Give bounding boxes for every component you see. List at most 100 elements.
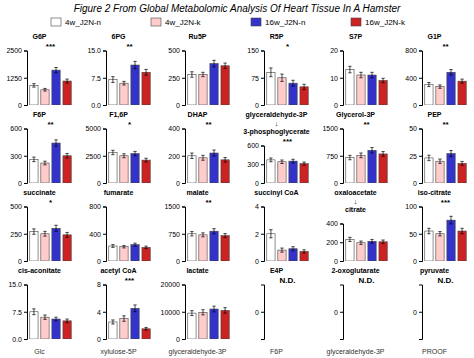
panel: PEP02550** <box>409 111 466 187</box>
axis-line <box>419 207 423 262</box>
tick-label: 0 <box>18 102 22 109</box>
bar <box>289 161 297 183</box>
tick-mark <box>103 207 106 208</box>
tick-mark <box>182 312 185 313</box>
tick-mark <box>103 51 106 52</box>
error-bar <box>438 159 441 163</box>
bar <box>267 72 275 105</box>
tick-label: 250 <box>168 74 180 81</box>
panel: G1P0400800** <box>405 33 466 109</box>
bar <box>142 247 150 261</box>
tick-mark <box>261 207 264 208</box>
tick-label: 800 <box>405 47 417 54</box>
panel-title: fumarate <box>104 189 134 196</box>
error-bar <box>190 232 193 236</box>
legend-item: 16w_J2N-n <box>251 18 305 27</box>
error-bar <box>449 151 452 157</box>
tick-mark <box>103 129 106 130</box>
panel: cis-aconitate0.07.515.0 <box>8 267 71 343</box>
bar <box>52 70 60 105</box>
legend: 4w_J2N-n4w_J2N-k16w_J2N-n16w_J2N-k <box>51 18 406 27</box>
legend-label: 16w_J2N-n <box>265 18 305 27</box>
error-bar <box>54 317 57 321</box>
bar <box>278 78 286 105</box>
annotation: Glc <box>34 348 45 355</box>
tick-label: 0 <box>176 102 180 109</box>
panel-title: malate <box>186 189 208 196</box>
tick-label: 400 <box>405 74 417 81</box>
tick-label: 0.0 <box>12 336 22 343</box>
tick: 0 <box>255 258 264 265</box>
bar <box>120 83 128 105</box>
panel-annotation: * <box>286 42 290 51</box>
tick: 1500 <box>322 125 343 132</box>
error-bar <box>65 79 68 83</box>
y-axis: 01020 <box>330 47 343 109</box>
tick-label: 15.0 <box>87 47 101 54</box>
y-axis: 0300600 <box>10 125 27 186</box>
bar <box>199 235 207 261</box>
error-bar <box>223 308 226 313</box>
bar <box>131 154 139 183</box>
panel-title: oxaloacetate <box>334 189 377 196</box>
panel-title: G1P <box>427 33 441 40</box>
panel: R5P075150* <box>247 33 308 109</box>
tick-mark <box>340 224 343 225</box>
error-bar <box>302 162 305 165</box>
bar <box>379 80 387 105</box>
tick-mark <box>103 156 106 157</box>
bar <box>52 319 60 339</box>
tick-mark <box>103 312 106 313</box>
panel-title: ↓ <box>275 120 279 127</box>
bar <box>63 321 71 339</box>
bar <box>458 81 466 105</box>
tick-label: 0 <box>97 180 101 187</box>
panel: glyceraldehyde-3P↓3-phosphoglycerate0300… <box>243 111 310 187</box>
tick-mark <box>182 285 185 286</box>
tick: 750 <box>326 152 343 159</box>
annotation: F6P <box>270 348 283 355</box>
error-bar <box>302 84 305 89</box>
y-axis: 0400800 <box>405 47 422 109</box>
plot-marks <box>30 68 71 105</box>
tick: 400 <box>326 220 343 227</box>
plot-marks <box>109 150 150 183</box>
panel-title: 3-phosphoglycerate <box>243 128 310 136</box>
tick: 1500 <box>164 203 185 210</box>
error-bar <box>43 161 46 165</box>
tick-label: 0 <box>18 180 22 187</box>
tick-label: 0 <box>176 258 180 265</box>
tick-mark <box>24 51 27 52</box>
y-axis: 0200400 <box>326 220 343 264</box>
tick: 2500 <box>85 152 106 159</box>
tick-mark <box>261 261 264 262</box>
tick-mark <box>419 207 422 208</box>
error-bar <box>359 72 362 77</box>
error-bar <box>201 310 204 315</box>
tick-label: 10 <box>330 74 338 81</box>
axis-line <box>24 207 28 262</box>
bar <box>131 65 139 105</box>
bar <box>41 163 49 183</box>
tick-mark <box>419 312 422 313</box>
tick: 0 <box>176 258 185 265</box>
annotation: xylulose-5P <box>100 348 137 356</box>
tick-label: 800 <box>89 203 101 210</box>
panel-title: F6P <box>33 111 46 118</box>
tick-mark <box>103 285 106 286</box>
bar <box>52 228 60 261</box>
tick: 0.0 <box>12 336 27 343</box>
error-bar <box>460 79 463 83</box>
panel: E4P0N.D. <box>255 267 295 340</box>
tick-mark <box>340 105 343 106</box>
annotations: Glcxylulose-5Pglyceraldehyde-3PF6Pglycer… <box>34 348 447 356</box>
panel-annotation: * <box>49 198 53 207</box>
tick: 400 <box>168 125 185 132</box>
panel-annotation: *** <box>125 276 135 285</box>
panel: lactate01000020000 <box>161 267 230 343</box>
panel-title: 6PG <box>111 33 126 40</box>
panel-title: glyceraldehyde-3P <box>246 111 308 119</box>
tick-label: 0 <box>255 102 259 109</box>
tick-mark <box>24 156 27 157</box>
tick-label: 5000 <box>85 125 101 132</box>
